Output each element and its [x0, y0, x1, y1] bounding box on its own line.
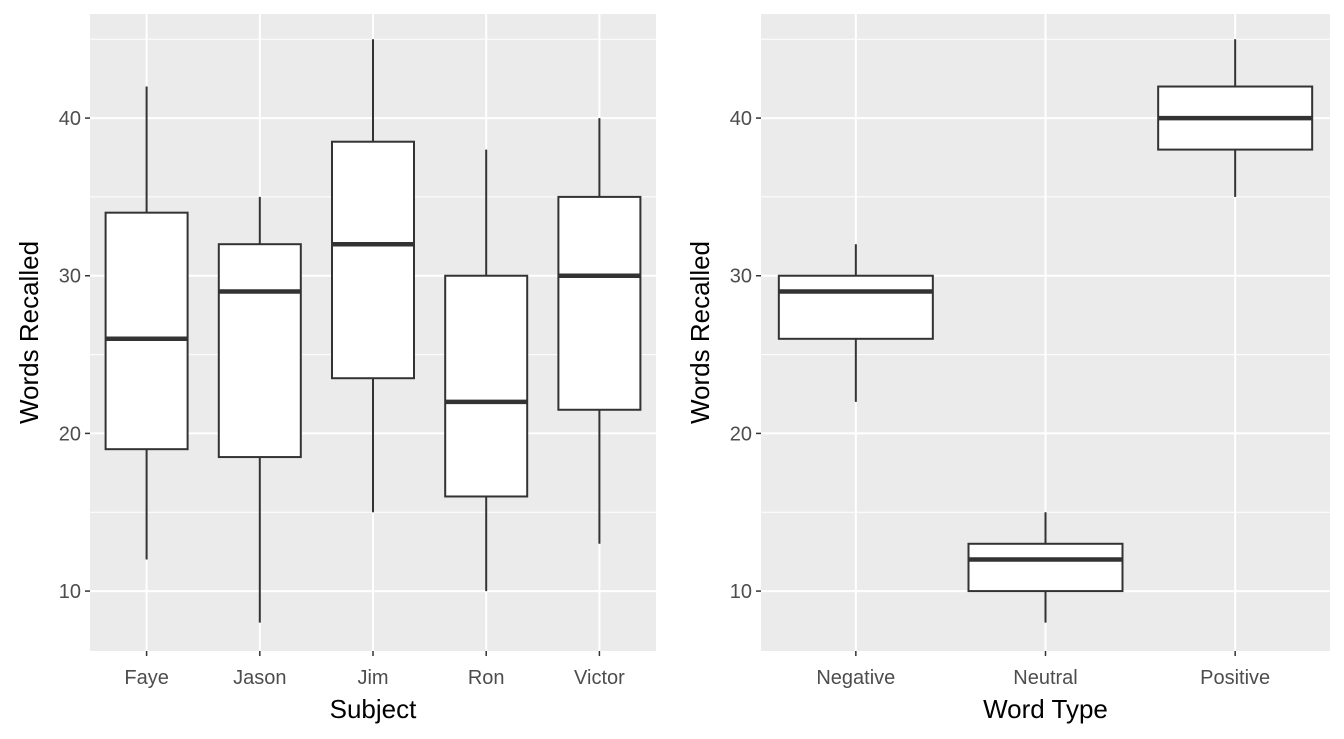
iqr-box [331, 140, 415, 380]
x-axis-title: Subject [330, 694, 417, 724]
box-victor [557, 118, 642, 544]
iqr-box [444, 274, 529, 498]
iqr-box [777, 274, 934, 340]
y-tick-label: 10 [59, 581, 81, 603]
x-tick-label: Jim [357, 667, 388, 689]
box-negative [777, 244, 934, 402]
y-tick-label: 20 [59, 423, 81, 445]
x-tick-label: Jason [233, 667, 286, 689]
y-axis-title: Words Recalled [14, 241, 44, 424]
box-ron [444, 149, 529, 592]
iqr-box [104, 211, 189, 451]
subject-boxplot-panel: 10 20 30 40 Faye Jason Jim Ron Victor Subject Word… [14, 14, 656, 724]
word-type-boxplot-panel: 10 20 30 40 Negative Neutral Positive Word Type… [685, 14, 1330, 724]
y-tick-label: 20 [730, 423, 752, 445]
x-tick-label: Positive [1200, 667, 1270, 689]
box-jim [331, 39, 415, 513]
x-tick-label: Negative [816, 667, 895, 689]
x-tick-label: Ron [468, 667, 505, 689]
iqr-box [967, 542, 1124, 593]
box-positive [1157, 39, 1314, 197]
x-tick-label: Faye [124, 667, 168, 689]
y-tick-label: 30 [730, 266, 752, 288]
y-tick-label: 30 [59, 266, 81, 288]
box-jason [217, 196, 302, 623]
y-tick-label: 10 [730, 581, 752, 603]
iqr-box [217, 243, 302, 459]
x-axis-title: Word Type [983, 694, 1108, 724]
x-tick-label: Neutral [1013, 667, 1077, 689]
y-tick-label: 40 [730, 108, 752, 130]
y-axis-title: Words Recalled [685, 241, 715, 424]
y-tick-label: 40 [59, 108, 81, 130]
box-faye [104, 86, 189, 560]
x-tick-label: Victor [574, 667, 625, 689]
box-neutral [967, 512, 1124, 623]
iqr-box [557, 195, 642, 411]
